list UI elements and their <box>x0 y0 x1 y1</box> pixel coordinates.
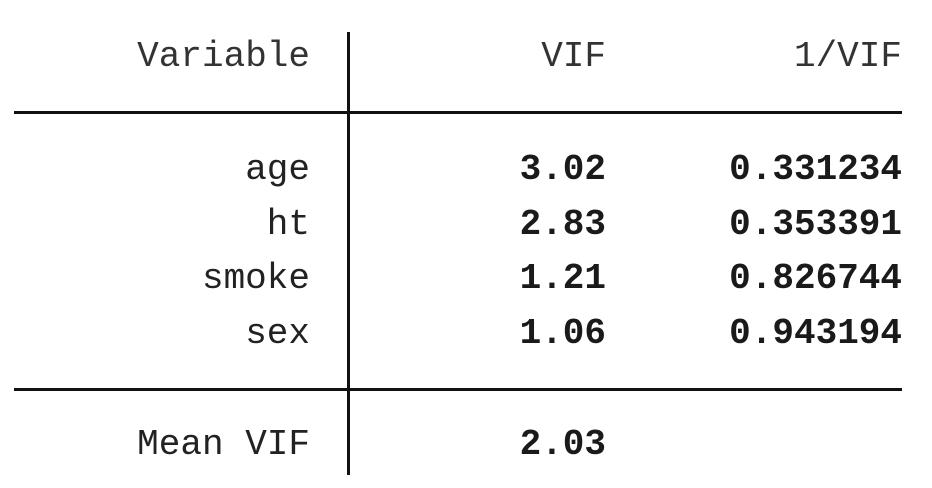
row-vif: 1.21 <box>519 258 606 299</box>
row-variable: smoke <box>201 258 310 299</box>
header-inverse-vif: 1/VIF <box>793 36 902 77</box>
row-vif: 2.83 <box>519 204 606 245</box>
row-variable: ht <box>266 204 310 245</box>
column-separator-line <box>347 32 350 475</box>
footer-rule <box>14 388 902 391</box>
row-inverse-vif: 0.353391 <box>729 204 902 245</box>
row-vif: 3.02 <box>519 149 606 190</box>
row-variable: sex <box>245 313 310 354</box>
row-inverse-vif: 0.943194 <box>729 313 902 354</box>
header-rule <box>14 111 902 114</box>
footer-label: Mean VIF <box>137 424 310 465</box>
row-vif: 1.06 <box>519 313 606 354</box>
row-variable: age <box>245 149 310 190</box>
row-inverse-vif: 0.826744 <box>729 258 902 299</box>
header-variable: Variable <box>137 36 310 77</box>
footer-mean-vif: 2.03 <box>519 424 606 465</box>
header-vif: VIF <box>541 36 606 77</box>
row-inverse-vif: 0.331234 <box>729 149 902 190</box>
